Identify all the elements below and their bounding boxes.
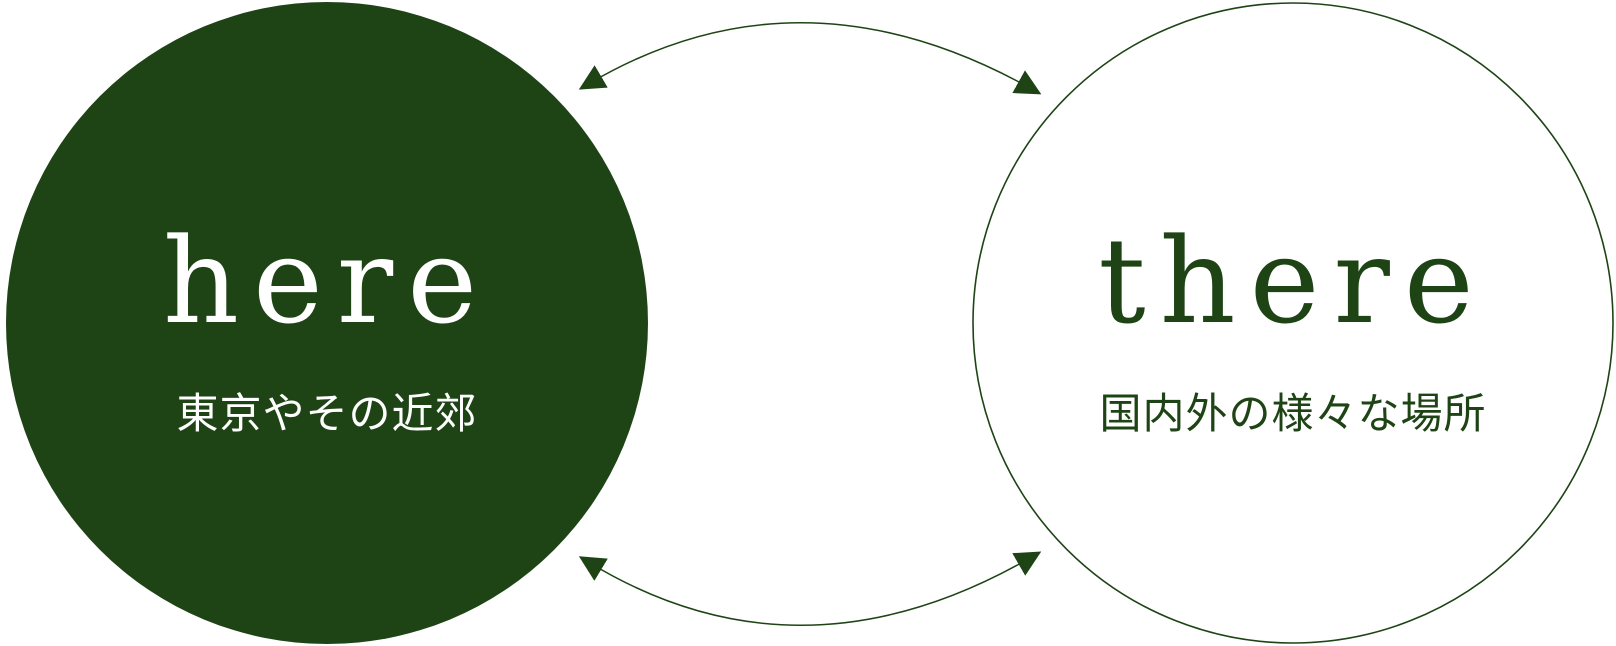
there-circle bbox=[972, 2, 1614, 644]
there-subtitle: 国内外の様々な場所 bbox=[1099, 389, 1486, 438]
here-circle bbox=[6, 2, 648, 644]
here-title: here bbox=[163, 212, 491, 350]
top-connector-arrow bbox=[578, 22, 1042, 95]
there-node: there 国内外の様々な場所 bbox=[972, 2, 1614, 644]
here-node: here 東京やその近郊 bbox=[6, 2, 648, 644]
bottom-connector-arrow bbox=[578, 551, 1042, 626]
here-subtitle: 東京やその近郊 bbox=[176, 389, 477, 438]
there-title: there bbox=[1098, 212, 1488, 350]
